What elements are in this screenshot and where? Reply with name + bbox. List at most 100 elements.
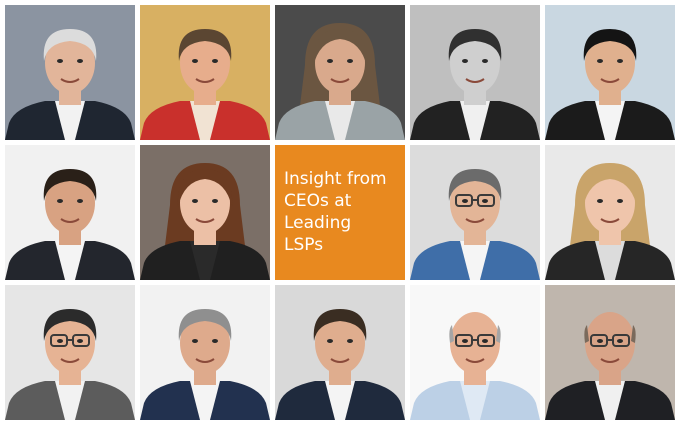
eye	[192, 199, 198, 203]
shirt	[460, 381, 490, 420]
mouth	[195, 78, 215, 83]
eye	[57, 199, 63, 203]
eye	[327, 59, 333, 63]
eye	[57, 339, 63, 343]
head	[315, 312, 365, 374]
shirt	[595, 101, 625, 140]
hair	[448, 29, 502, 61]
mouth	[600, 218, 620, 223]
eye	[482, 59, 488, 63]
portrait	[275, 5, 405, 140]
portrait	[5, 145, 135, 280]
portrait	[140, 285, 270, 420]
mouth	[330, 358, 350, 363]
head	[45, 32, 95, 94]
mouth	[60, 78, 80, 83]
hair-front	[312, 29, 368, 67]
hair	[43, 169, 97, 201]
tile-line: LSPs	[284, 235, 323, 255]
head	[180, 172, 230, 234]
eye	[482, 339, 488, 343]
eye	[462, 59, 468, 63]
eye	[597, 59, 603, 63]
eye	[482, 199, 488, 203]
shirt	[190, 241, 220, 280]
eye	[192, 339, 198, 343]
eye	[347, 59, 353, 63]
shirt	[55, 241, 85, 280]
eye	[347, 339, 353, 343]
eye	[617, 59, 623, 63]
eye	[462, 339, 468, 343]
hair	[43, 29, 97, 61]
mouth	[600, 78, 620, 83]
shirt	[190, 381, 220, 420]
portrait	[5, 285, 135, 420]
head	[585, 172, 635, 234]
head	[585, 32, 635, 94]
head	[45, 312, 95, 374]
portrait-grid	[5, 5, 675, 420]
hair	[313, 309, 367, 341]
mouth	[465, 358, 485, 363]
hair	[448, 169, 502, 201]
hair	[583, 29, 637, 61]
eye	[57, 59, 63, 63]
portrait	[410, 5, 540, 140]
eye	[77, 339, 83, 343]
portrait	[410, 285, 540, 420]
mouth	[600, 358, 620, 363]
mouth	[60, 218, 80, 223]
shirt	[460, 101, 490, 140]
hair	[178, 309, 232, 341]
mouth	[465, 218, 485, 223]
hair	[178, 29, 232, 61]
shirt	[595, 241, 625, 280]
eye	[212, 339, 218, 343]
eye	[327, 339, 333, 343]
portrait	[140, 145, 270, 280]
portrait	[545, 5, 675, 140]
shirt	[595, 381, 625, 420]
eye	[597, 199, 603, 203]
mouth	[465, 78, 485, 83]
mouth	[330, 78, 350, 83]
title-tile: Insight from CEOs at Leading LSPs	[275, 145, 405, 280]
portrait	[140, 5, 270, 140]
head	[315, 32, 365, 94]
mouth	[60, 358, 80, 363]
shirt	[325, 381, 355, 420]
head	[450, 32, 500, 94]
mouth	[195, 358, 215, 363]
eye	[617, 339, 623, 343]
mouth	[195, 218, 215, 223]
eye	[462, 199, 468, 203]
hair-front	[582, 169, 638, 207]
head	[180, 32, 230, 94]
hair	[43, 309, 97, 341]
eye	[77, 199, 83, 203]
portrait	[545, 285, 675, 420]
head	[180, 312, 230, 374]
shirt	[190, 101, 220, 140]
portrait	[410, 145, 540, 280]
shirt	[460, 241, 490, 280]
tile-background	[275, 145, 405, 280]
tile-line: Insight from	[284, 169, 387, 189]
portrait	[275, 285, 405, 420]
portrait	[545, 145, 675, 280]
portrait	[5, 5, 135, 140]
head	[450, 312, 500, 374]
head	[585, 312, 635, 374]
eye	[597, 339, 603, 343]
tile-line: CEOs at	[284, 191, 352, 211]
eye	[77, 59, 83, 63]
head	[45, 172, 95, 234]
shirt	[325, 101, 355, 140]
head	[450, 172, 500, 234]
tile-line: Leading	[284, 213, 351, 233]
eye	[192, 59, 198, 63]
shirt	[55, 101, 85, 140]
